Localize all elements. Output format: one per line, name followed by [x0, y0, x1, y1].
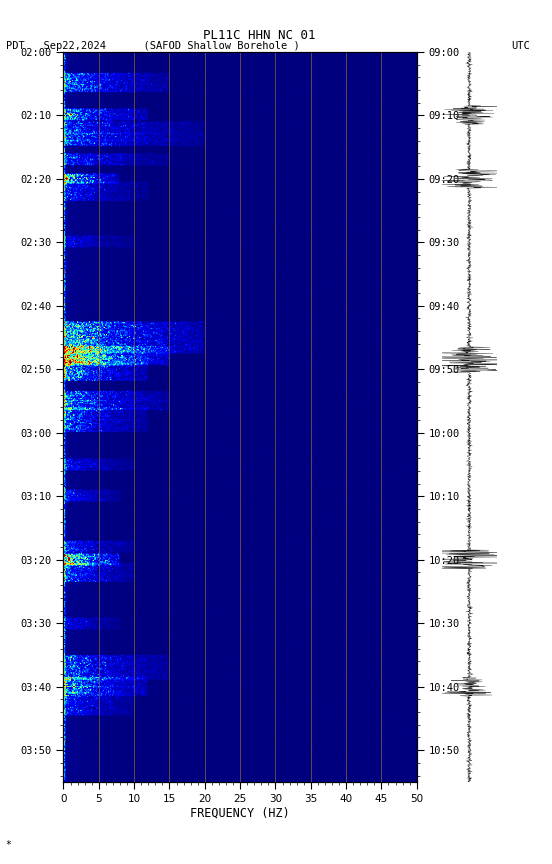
Text: PL11C HHN NC 01: PL11C HHN NC 01	[203, 29, 316, 41]
Text: UTC: UTC	[511, 41, 530, 51]
X-axis label: FREQUENCY (HZ): FREQUENCY (HZ)	[190, 806, 290, 819]
Text: *: *	[6, 841, 12, 850]
Text: PDT   Sep22,2024      (SAFOD Shallow Borehole ): PDT Sep22,2024 (SAFOD Shallow Borehole )	[6, 41, 299, 51]
